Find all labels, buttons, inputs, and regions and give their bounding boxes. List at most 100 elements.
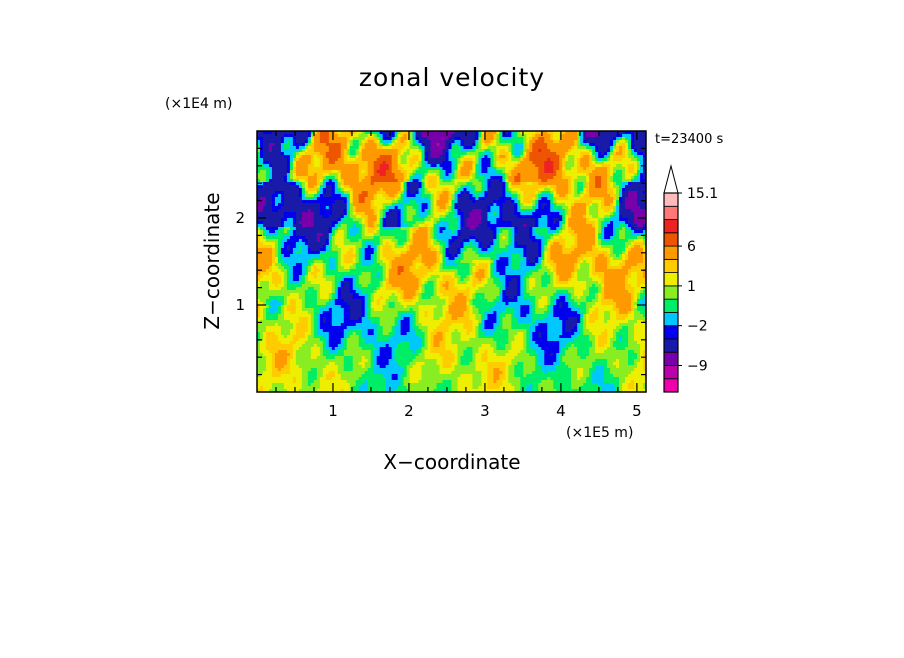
heatmap-cell	[472, 170, 477, 174]
heatmap-cell	[313, 143, 318, 147]
heatmap-cell	[259, 143, 264, 147]
heatmap-cell	[436, 149, 441, 153]
heatmap-cell	[604, 152, 608, 156]
heatmap-cell	[625, 167, 629, 171]
heatmap-cell	[394, 170, 399, 174]
heatmap-cell	[571, 149, 575, 153]
heatmap-cell	[257, 158, 261, 162]
heatmap-cell	[259, 134, 264, 138]
heatmap-cell	[316, 149, 321, 153]
heatmap-cell	[487, 155, 491, 159]
heatmap-cell	[565, 137, 569, 141]
heatmap-cell	[463, 146, 468, 150]
heatmap-cell	[556, 140, 560, 144]
heatmap-cell	[358, 146, 363, 150]
heatmap-cell	[604, 134, 608, 138]
heatmap-cell	[325, 161, 330, 165]
heatmap-cell	[577, 161, 581, 165]
heatmap-cell	[478, 131, 483, 135]
heatmap-cell	[601, 164, 605, 168]
heatmap-cell	[586, 131, 590, 135]
heatmap-cell	[562, 158, 566, 162]
heatmap-cell	[544, 146, 548, 150]
heatmap-cell	[574, 161, 578, 165]
heatmap-cell	[361, 164, 366, 168]
heatmap-cell	[295, 167, 300, 171]
heatmap-cell	[475, 158, 480, 162]
heatmap-cell	[262, 140, 267, 144]
heatmap-cell	[577, 137, 581, 141]
heatmap-cell	[289, 140, 294, 144]
heatmap-cell	[316, 134, 321, 138]
heatmap-cell	[355, 158, 360, 162]
heatmap-cell	[493, 155, 497, 159]
heatmap-cell	[457, 134, 462, 138]
heatmap-cell	[466, 161, 471, 165]
heatmap-cell	[268, 143, 273, 147]
heatmap-cell	[406, 146, 411, 150]
heatmap-cell	[496, 149, 500, 153]
heatmap-cell	[643, 143, 646, 147]
heatmap-cell	[301, 140, 306, 144]
heatmap-cell	[484, 131, 489, 135]
heatmap-cell	[460, 146, 465, 150]
heatmap-cell	[361, 152, 366, 156]
heatmap-cell	[370, 152, 375, 156]
heatmap-cell	[451, 146, 456, 150]
heatmap-cell	[541, 143, 545, 147]
heatmap-cell	[343, 170, 348, 174]
heatmap-cell	[403, 146, 408, 150]
heatmap-cell	[478, 161, 483, 165]
heatmap-cell	[487, 137, 491, 141]
heatmap-cell	[454, 146, 459, 150]
heatmap-cell	[265, 146, 270, 150]
heatmap-cell	[334, 131, 339, 135]
heatmap-cell	[547, 164, 551, 168]
heatmap-cell	[460, 134, 465, 138]
heatmap-cell	[520, 146, 524, 150]
heatmap-cell	[394, 164, 399, 168]
heatmap-cell	[257, 170, 261, 174]
heatmap-cell	[283, 137, 288, 141]
heatmap-cell	[427, 140, 432, 144]
heatmap-cell	[310, 158, 315, 162]
heatmap-cell	[502, 161, 506, 165]
heatmap-cell	[373, 161, 378, 165]
heatmap-cell	[631, 170, 635, 174]
heatmap-cell	[457, 155, 462, 159]
heatmap-cell	[628, 143, 632, 147]
heatmap-cell	[391, 164, 396, 168]
heatmap-cell	[289, 170, 294, 174]
heatmap-cell	[343, 131, 348, 135]
heatmap-cell	[565, 167, 569, 171]
heatmap-cell	[412, 131, 417, 135]
heatmap-cell	[355, 140, 360, 144]
heatmap-cell	[415, 134, 420, 138]
heatmap-cell	[430, 134, 435, 138]
heatmap-cell	[436, 161, 441, 165]
heatmap-cell	[433, 131, 438, 135]
heatmap-cell	[607, 140, 611, 144]
heatmap-cell	[460, 158, 465, 162]
heatmap-cell	[523, 170, 527, 174]
heatmap-cell	[577, 134, 581, 138]
heatmap-cell	[379, 134, 384, 138]
heatmap-cell	[355, 137, 360, 141]
heatmap-cell	[553, 167, 557, 171]
heatmap-cell	[586, 158, 590, 162]
heatmap-cell	[613, 161, 617, 165]
heatmap-cell	[643, 149, 646, 153]
heatmap-cell	[265, 155, 270, 159]
heatmap-cell	[541, 140, 545, 144]
heatmap-cell	[265, 167, 270, 171]
heatmap-cell	[610, 137, 614, 141]
heatmap-cell	[337, 170, 342, 174]
heatmap-cell	[364, 143, 369, 147]
heatmap-cell	[316, 170, 321, 174]
heatmap-cell	[538, 170, 542, 174]
heatmap-cell	[442, 140, 447, 144]
heatmap-cell	[331, 143, 336, 147]
heatmap-cell	[484, 170, 489, 174]
heatmap-cell	[430, 155, 435, 159]
heatmap-cell	[514, 137, 518, 141]
